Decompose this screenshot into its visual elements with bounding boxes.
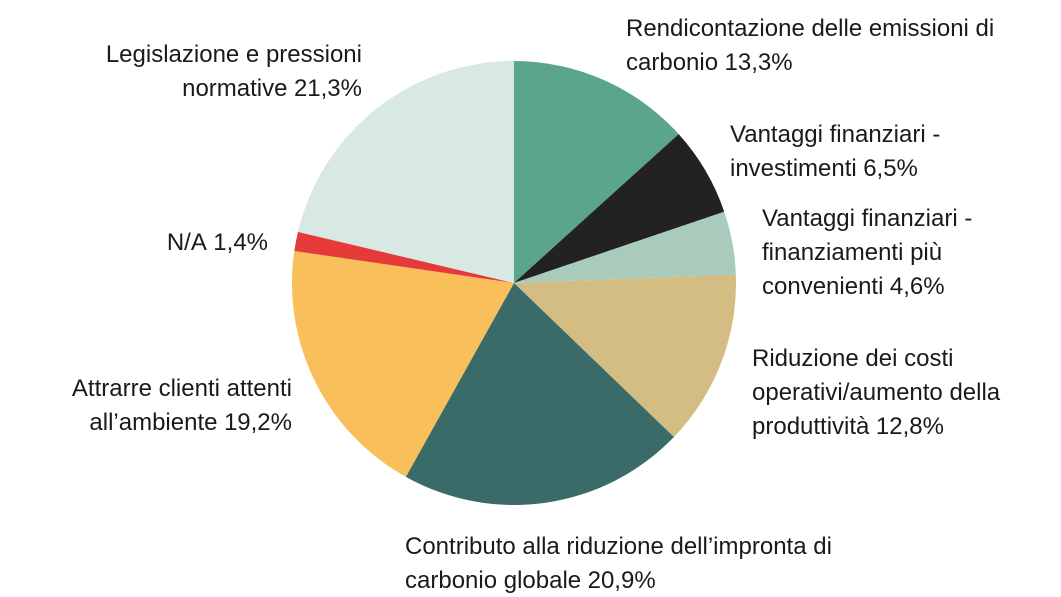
category-name: Attrarre clienti attenti all’ambiente [71,375,292,436]
slice-label: Vantaggi finanziari - finanziamenti più … [762,202,986,304]
category-name: Legislazione e pressioni normative [105,41,362,102]
pie-slice [514,274,737,437]
slice-label: Attrarre clienti attenti all’ambiente 19,… [2,372,292,440]
value-label: 21,3% [293,75,362,102]
slice-label: Legislazione e pressioni normative 21,3% [32,38,362,106]
slice-label: Rendicontazione delle emissioni di carbo… [626,12,1016,80]
value-label: 6,5% [863,155,918,182]
pie-slice [514,61,679,283]
value-label: 19,2% [223,409,292,436]
pie-slice [297,61,514,283]
category-name: Contributo alla riduzione dell’impronta … [405,533,832,594]
value-label: 1,4% [213,229,268,256]
category-name: N/A [166,229,207,256]
category-name: Vantaggi finanziari - finanziamenti più … [762,205,973,300]
pie-slice [292,251,514,477]
pie-slice [514,134,725,283]
slice-label: Vantaggi finanziari - investimenti 6,5% [730,118,975,186]
value-label: 4,6% [889,273,945,300]
category-name: Riduzione dei costi operativi/aumento de… [752,345,1001,440]
category-name: Rendicontazione delle emissioni di carbo… [626,15,995,76]
slice-label: Contributo alla riduzione dell’impronta … [405,530,863,597]
pie-slice [514,211,736,283]
slice-label: Riduzione dei costi operativi/aumento de… [752,342,1057,444]
slice-label: N/A 1,4% [68,226,268,260]
pie-slice [294,231,514,283]
pie-slice [405,283,674,506]
value-label: 20,9% [587,567,656,594]
category-name: Vantaggi finanziari - investimenti [730,121,941,182]
value-label: 12,8% [875,413,944,440]
value-label: 13,3% [724,49,793,76]
